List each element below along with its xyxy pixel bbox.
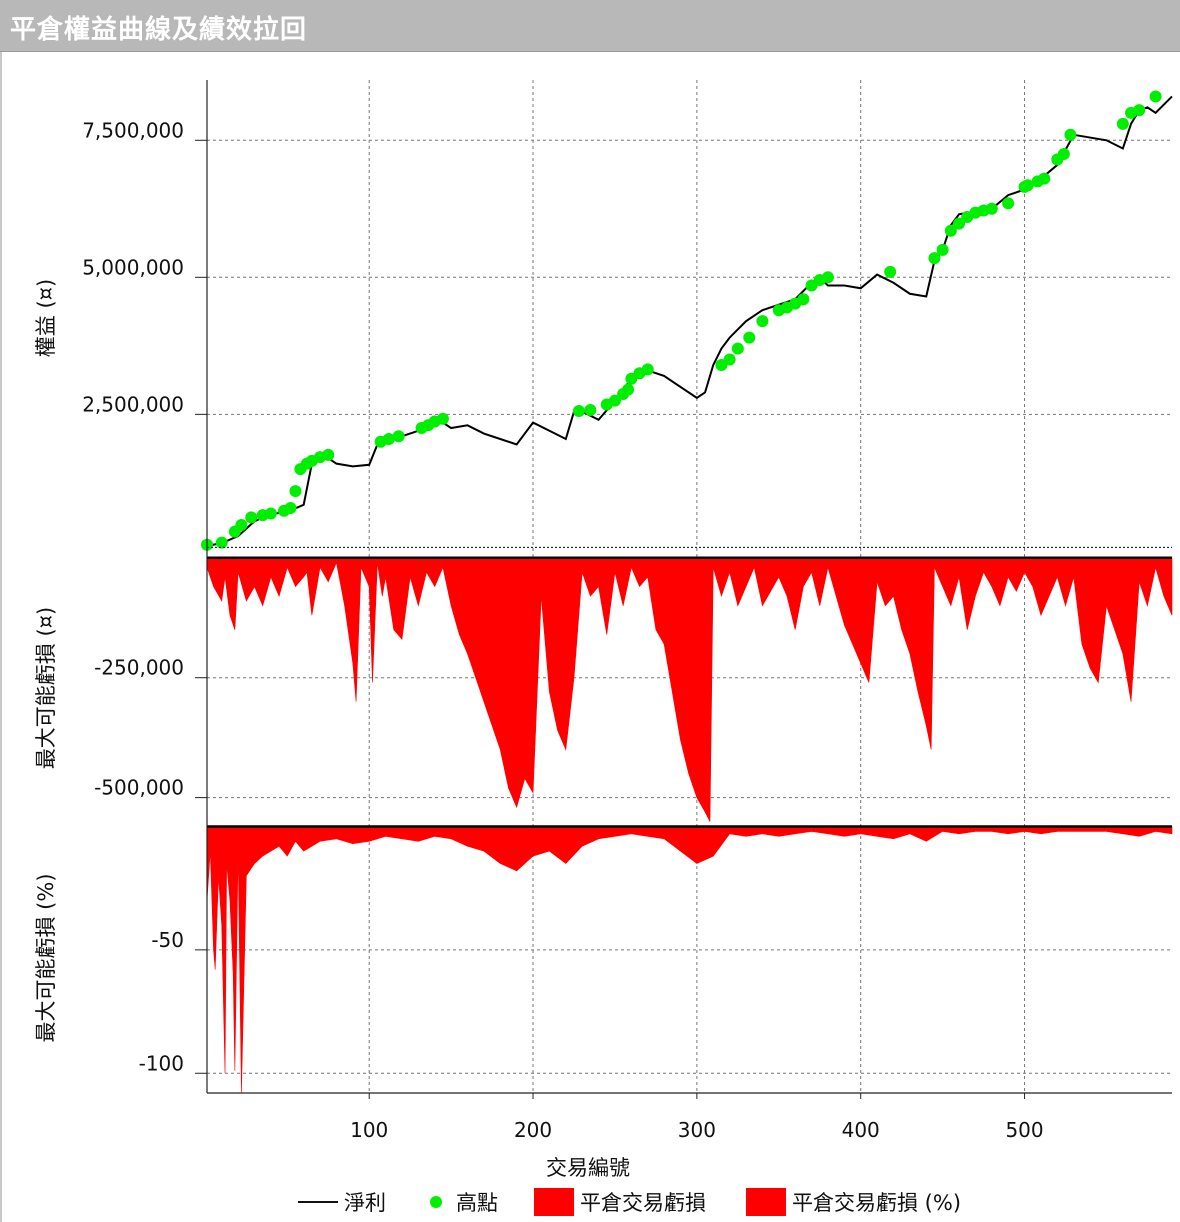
high-point bbox=[936, 243, 949, 256]
high-point bbox=[322, 448, 335, 461]
x-axis-label: 交易編號 bbox=[546, 1156, 630, 1180]
high-point bbox=[944, 224, 957, 237]
high-point bbox=[572, 405, 585, 418]
tick-labels: 100 200 300 400 500 2,500,000 5,000,000 7,500,0… bbox=[82, 118, 1043, 1142]
equity-panel bbox=[201, 90, 1173, 551]
high-point bbox=[821, 271, 834, 284]
high-point bbox=[284, 502, 297, 515]
legend-line-swatch bbox=[298, 1201, 338, 1203]
high-point bbox=[436, 412, 449, 425]
y-tick-label: 7,500,000 bbox=[82, 118, 184, 142]
high-point bbox=[731, 342, 744, 355]
title-bar: 平倉權益曲線及績效拉回 bbox=[0, 0, 1180, 52]
y-tick-label: -250,000 bbox=[94, 656, 184, 680]
x-tick-label: 200 bbox=[514, 1118, 552, 1142]
y-tick-label: 5,000,000 bbox=[82, 255, 184, 279]
drawdown-value-area bbox=[206, 557, 1173, 822]
high-point bbox=[985, 202, 998, 215]
legend-item-closed-trade-loss: 平倉交易虧損 bbox=[534, 1186, 706, 1218]
y-tick-label: -50 bbox=[151, 928, 184, 952]
high-point bbox=[392, 430, 405, 443]
axes bbox=[195, 80, 1172, 1099]
legend-label: 平倉交易虧損 (%) bbox=[792, 1191, 962, 1215]
high-point bbox=[953, 217, 966, 230]
equity-line bbox=[206, 95, 1173, 547]
y-axis-label-drawdown-percent: 最大可能虧損 (%) bbox=[34, 873, 58, 1042]
x-tick-label: 400 bbox=[842, 1118, 880, 1142]
high-point bbox=[743, 331, 756, 344]
chart-canvas: 100 200 300 400 500 2,500,000 5,000,000 7,500,0… bbox=[34, 80, 1173, 1180]
high-point bbox=[1038, 172, 1051, 185]
high-point bbox=[608, 394, 621, 407]
high-point bbox=[245, 511, 258, 524]
high-point bbox=[723, 353, 736, 366]
chart-frame bbox=[0, 52, 1180, 1222]
x-tick-label: 100 bbox=[350, 1118, 388, 1142]
high-point bbox=[1149, 90, 1162, 103]
y-tick-label: 2,500,000 bbox=[82, 392, 184, 416]
drawdown-areas bbox=[206, 557, 1173, 1094]
legend-label: 高點 bbox=[456, 1191, 498, 1215]
high-point bbox=[641, 363, 654, 376]
high-point bbox=[382, 432, 395, 445]
high-point bbox=[1064, 128, 1077, 141]
y-tick-label: -500,000 bbox=[94, 776, 184, 800]
legend-box-swatch bbox=[746, 1188, 786, 1216]
chart-title: 平倉權益曲線及績效拉回 bbox=[10, 15, 308, 45]
high-point bbox=[1133, 104, 1146, 117]
high-point bbox=[1002, 197, 1015, 210]
high-point bbox=[928, 252, 941, 265]
legend-box-swatch bbox=[534, 1188, 574, 1216]
high-point bbox=[289, 485, 302, 498]
legend-item-high-points: 高點 bbox=[416, 1186, 498, 1218]
high-point bbox=[1116, 117, 1129, 130]
high-point bbox=[884, 265, 897, 278]
high-point bbox=[797, 293, 810, 306]
legend-item-net-profit: 淨利 bbox=[298, 1186, 386, 1218]
y-tick-label: -100 bbox=[139, 1051, 184, 1075]
high-point bbox=[1057, 147, 1070, 160]
high-point bbox=[622, 383, 635, 396]
y-axis-label-equity: 權益 (¤) bbox=[34, 279, 58, 357]
high-point bbox=[1021, 179, 1034, 192]
high-point bbox=[215, 536, 228, 549]
x-tick-label: 300 bbox=[678, 1118, 716, 1142]
legend-dot-swatch bbox=[430, 1196, 442, 1208]
y-axis-label-drawdown-value: 最大可能虧損 (¤) bbox=[34, 607, 58, 769]
legend-item-closed-trade-loss-percent: 平倉交易虧損 (%) bbox=[746, 1186, 961, 1218]
high-point bbox=[235, 519, 248, 532]
drawdown-percent-area bbox=[206, 826, 1173, 1094]
legend: 淨利 高點 平倉交易虧損 平倉交易虧損 (%) bbox=[0, 1186, 1180, 1218]
legend-label: 淨利 bbox=[344, 1191, 386, 1215]
x-tick-label: 500 bbox=[1005, 1118, 1043, 1142]
legend-label: 平倉交易虧損 bbox=[580, 1191, 706, 1215]
high-point bbox=[264, 507, 277, 520]
high-point bbox=[584, 403, 597, 416]
high-point bbox=[756, 315, 769, 328]
